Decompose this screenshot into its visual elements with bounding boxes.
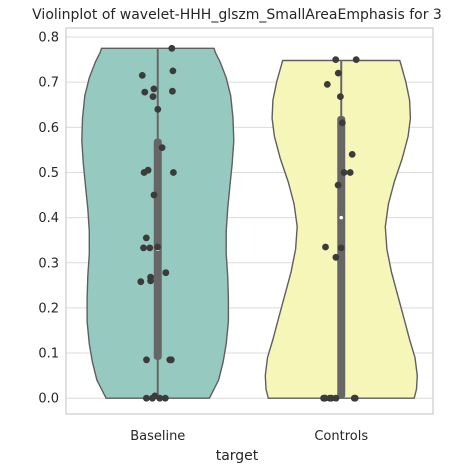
data-point [162,269,170,277]
data-point [146,244,154,252]
y-tick-label: 0.2 [38,301,59,316]
data-point [141,88,149,96]
data-point [170,169,177,176]
data-point [337,244,345,252]
data-point [140,244,147,252]
plot-frame [65,27,434,415]
data-point [332,253,340,261]
data-point [150,191,158,199]
data-point [143,394,150,402]
data-point [348,151,356,158]
x-tick-label: Controls [314,429,368,444]
x-axis-title: target [216,448,259,464]
data-point [351,394,359,402]
y-tick-label: 0.6 [38,121,59,136]
data-point [149,93,157,100]
data-point [337,93,344,100]
data-point [328,394,335,402]
data-point [169,87,176,95]
y-tick-label: 0.5 [38,166,59,181]
data-point [322,243,329,251]
y-tick-label: 0.1 [38,347,59,362]
x-axis-ticks: Baseline Controls [130,429,368,444]
data-point [140,169,148,176]
y-tick-label: 0.8 [38,31,59,46]
data-points [137,44,360,402]
data-point [154,243,162,251]
data-point [166,356,174,364]
data-point [346,169,354,176]
data-point [154,105,162,113]
data-point [147,277,155,285]
data-point [332,56,340,63]
data-point [138,72,146,79]
data-point [137,278,145,286]
y-tick-label: 0.0 [38,392,59,407]
data-point [334,69,342,77]
chart-title: Violinplot of wavelet-HHH_glszm_SmallAre… [32,7,442,23]
y-tick-label: 0.7 [38,76,59,91]
data-point [334,181,342,189]
data-point [168,44,176,52]
x-tick-label: Baseline [130,429,185,444]
data-point [338,119,346,127]
data-point [149,394,156,402]
violins [81,47,419,399]
median-marker-controls [339,215,344,220]
y-tick-label: 0.4 [38,211,59,226]
data-point [340,169,348,176]
data-point [321,394,329,402]
data-point [352,56,360,63]
data-point [142,234,150,242]
data-point [323,81,331,88]
data-point [143,356,150,364]
data-point [156,394,164,402]
data-point [161,394,169,402]
y-tick-label: 0.3 [38,256,59,271]
data-point [158,144,166,152]
y-axis-ticks: 0.0 0.1 0.2 0.3 0.4 0.5 0.6 0.7 0.8 [38,31,59,407]
data-point [150,85,158,93]
data-point [169,67,177,75]
